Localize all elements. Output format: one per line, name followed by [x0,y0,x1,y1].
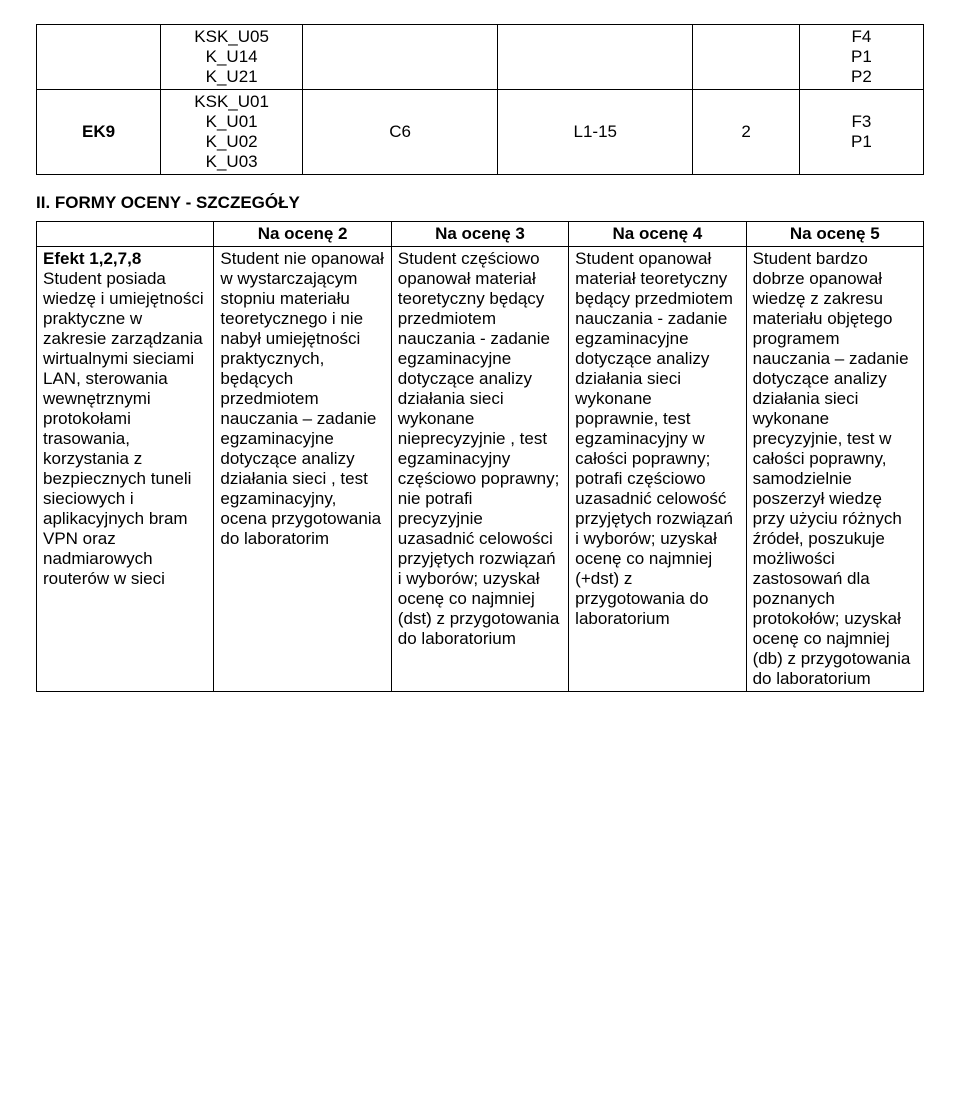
codes-cell [37,25,161,90]
rubric-effect-cell: Efekt 1,2,7,8 Student posiada wiedzę i u… [37,247,214,692]
rubric-grade5-cell: Student bardzo dobrze opanował wiedzę z … [746,247,923,692]
codes-cell: F4P1P2 [799,25,923,90]
codes-table: KSK_U05K_U14K_U21F4P1P2EK9KSK_U01K_U01K_… [36,24,924,175]
codes-cell: F3P1 [799,90,923,175]
codes-cell: EK9 [37,90,161,175]
rubric-header-grade5: Na ocenę 5 [746,222,923,247]
codes-cell [303,25,498,90]
rubric-header-grade2: Na ocenę 2 [214,222,391,247]
section-heading: II. FORMY OCENY - SZCZEGÓŁY [36,193,924,213]
codes-row: KSK_U05K_U14K_U21 F4P1P2 [37,25,924,90]
rubric-effect-desc: Student posiada wiedzę i umiejętności pr… [43,269,204,588]
rubric-grade2-cell: Student nie opanował w wystarczającym st… [214,247,391,692]
codes-cell: 2 [693,90,799,175]
rubric-table: Na ocenę 2 Na ocenę 3 Na ocenę 4 Na ocen… [36,221,924,692]
codes-cell: KSK_U01K_U01K_U02K_U03 [161,90,303,175]
rubric-grade3-cell: Student częściowo opanował materiał teor… [391,247,568,692]
rubric-effect-label: Efekt 1,2,7,8 [43,249,141,268]
codes-row: EK9KSK_U01K_U01K_U02K_U03C6L1-152F3P1 [37,90,924,175]
codes-cell: L1-15 [498,90,693,175]
codes-cell [498,25,693,90]
rubric-header-grade3: Na ocenę 3 [391,222,568,247]
rubric-row: Efekt 1,2,7,8 Student posiada wiedzę i u… [37,247,924,692]
codes-cell [693,25,799,90]
rubric-grade4-cell: Student opanował materiał teoretyczny bę… [569,247,746,692]
rubric-header-row: Na ocenę 2 Na ocenę 3 Na ocenę 4 Na ocen… [37,222,924,247]
rubric-header-blank [37,222,214,247]
rubric-header-grade4: Na ocenę 4 [569,222,746,247]
codes-cell: KSK_U05K_U14K_U21 [161,25,303,90]
codes-cell: C6 [303,90,498,175]
